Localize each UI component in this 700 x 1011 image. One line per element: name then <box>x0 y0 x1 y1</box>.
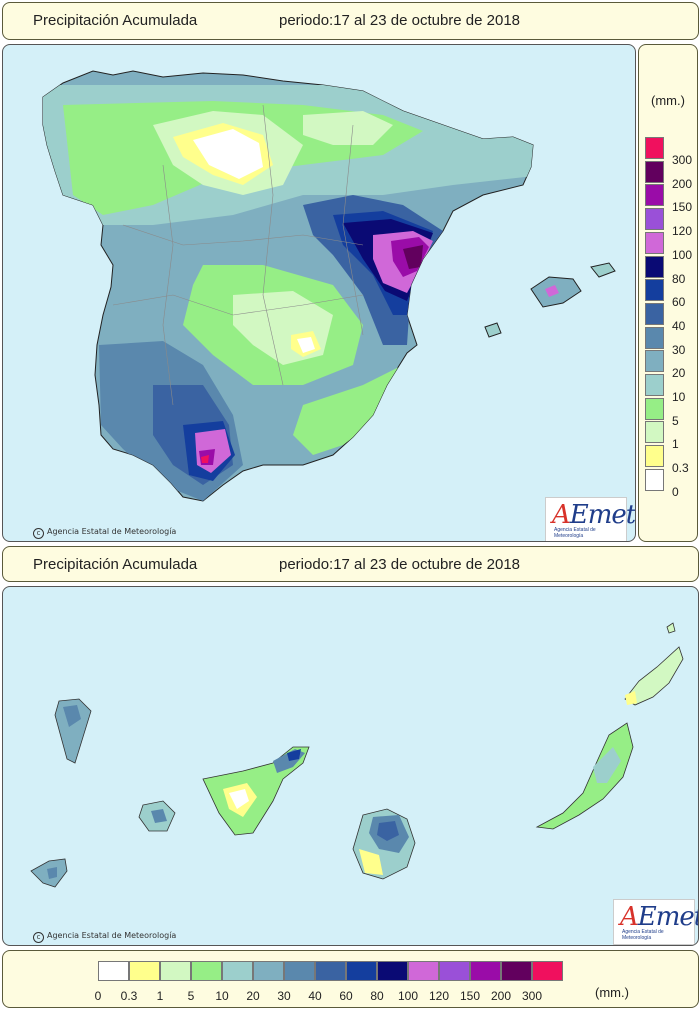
legend-label: 60 <box>339 989 353 1003</box>
legend-label: 120 <box>672 224 693 239</box>
legend-label: 80 <box>370 989 384 1003</box>
map-period-canarias: periodo:17 al 23 de octubre de 2018 <box>279 556 521 573</box>
baleares-menorca <box>590 262 616 278</box>
legend-swatch <box>284 961 315 981</box>
peninsula-map-panel: c Agencia Estatal de Meteorología AEmet A… <box>2 44 636 542</box>
legend-swatch <box>129 961 160 981</box>
legend-label: 60 <box>672 295 686 310</box>
legend-label: 5 <box>187 989 195 1003</box>
legend-label: 150 <box>459 989 481 1003</box>
baleares-ibiza <box>484 322 502 338</box>
legend-label: 30 <box>672 342 686 357</box>
legend-swatch <box>645 421 664 444</box>
legend-label: 80 <box>672 271 686 286</box>
legend-label: 300 <box>672 153 693 167</box>
legend-swatch <box>645 208 664 231</box>
legend-label: 100 <box>672 247 693 262</box>
legend-swatch <box>645 255 664 278</box>
legend-label: 1 <box>156 989 164 1003</box>
peninsula-map <box>42 70 616 502</box>
legend-label: 100 <box>397 989 419 1003</box>
legend-swatch <box>645 445 664 468</box>
legend-swatch <box>253 961 284 981</box>
island-la-graciosa <box>666 622 676 634</box>
legend-swatch <box>645 279 664 302</box>
legend-label: 120 <box>428 989 450 1003</box>
canarias-map <box>30 622 684 888</box>
legend-label: 40 <box>672 318 686 333</box>
legend-swatch <box>645 231 664 254</box>
copyright-icon: c <box>33 528 44 539</box>
legend-label: 200 <box>490 989 512 1003</box>
map-period: periodo:17 al 23 de octubre de 2018 <box>279 12 521 29</box>
legend-swatch <box>645 374 664 396</box>
island-la-palma <box>54 698 92 764</box>
legend-label: 0 <box>672 484 679 499</box>
legend-swatch <box>501 961 532 981</box>
credit-text-canarias: c Agencia Estatal de Meteorología <box>33 931 176 943</box>
credit-text: c Agencia Estatal de Meteorología <box>33 527 176 539</box>
legend-swatch <box>645 397 664 420</box>
legend-label: 5 <box>672 413 679 428</box>
legend-label: 20 <box>672 366 686 381</box>
legend-unit-horizontal: (mm.) <box>595 985 629 1000</box>
legend-swatch <box>645 350 664 373</box>
legend-swatch <box>470 961 501 981</box>
legend-label: 200 <box>672 176 693 191</box>
legend-swatch <box>222 961 253 981</box>
legend-label: 0 <box>94 989 102 1003</box>
legend-swatch <box>645 160 664 183</box>
aemet-logo: AEmet Agencia Estatal de Meteorología <box>545 497 635 541</box>
legend-swatch <box>645 137 664 159</box>
legend-swatch <box>377 961 408 981</box>
map-title: Precipitación Acumulada <box>33 12 198 29</box>
legend-label: 1 <box>672 437 679 452</box>
legend-label: 300 <box>521 989 543 1003</box>
legend-label: 20 <box>246 989 260 1003</box>
map-title-canarias: Precipitación Acumulada <box>33 556 198 573</box>
legend-label: 0.3 <box>120 989 138 1003</box>
legend-swatch <box>645 184 664 207</box>
legend-label: 150 <box>672 200 693 215</box>
legend-label: 30 <box>277 989 291 1003</box>
copyright-icon: c <box>33 932 44 943</box>
legend-label: 10 <box>672 390 686 404</box>
legend-swatch <box>408 961 439 981</box>
title-bar-canarias: Precipitación Acumulada periodo:17 al 23… <box>2 546 699 582</box>
island-lanzarote <box>624 646 684 706</box>
legend-swatch <box>346 961 377 981</box>
legend-label: 0.3 <box>672 461 689 476</box>
legend-swatch <box>315 961 346 981</box>
legend-swatch <box>191 961 222 981</box>
legend-swatch <box>98 961 129 981</box>
title-bar-peninsula: Precipitación Acumulada periodo:17 al 23… <box>2 2 699 40</box>
aemet-logo-canarias: AEmet Agencia Estatal de Meteorología <box>613 899 698 945</box>
legend-label: 10 <box>215 989 229 1003</box>
canarias-map-panel: c Agencia Estatal de Meteorología AEmet A… <box>2 586 699 946</box>
legend-swatch <box>645 302 664 325</box>
legend-swatch <box>160 961 191 981</box>
island-fuerteventura <box>535 722 634 830</box>
legend-unit: (mm.) <box>651 93 685 108</box>
legend-swatch <box>645 326 664 349</box>
legend-vertical: (mm.) 300 200 150 120 100 80 60 40 30 20 10 5 1 0.3 0 <box>638 44 698 542</box>
legend-swatch <box>645 468 664 491</box>
legend-horizontal: 0 0.3 1 5 10 20 30 40 60 80 100 120 150 200 300 (mm.) <box>2 950 699 1008</box>
legend-label: 40 <box>308 989 322 1003</box>
legend-swatch <box>532 961 563 981</box>
legend-swatch <box>439 961 470 981</box>
